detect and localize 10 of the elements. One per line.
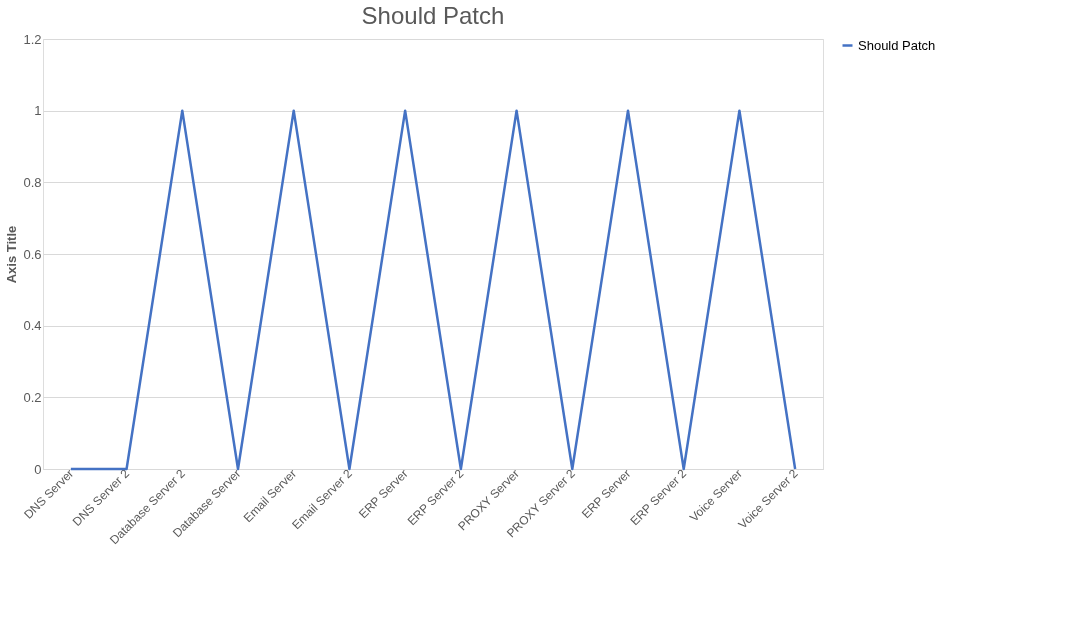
y-tick-label: 1.2 xyxy=(23,31,42,47)
chart-title: Should Patch xyxy=(361,2,505,29)
y-tick-label: 1 xyxy=(34,103,42,119)
y-tick-label: 0.6 xyxy=(23,246,42,262)
y-tick-label: 0.4 xyxy=(23,318,42,334)
y-tick-label: 0.8 xyxy=(23,174,42,190)
legend-label: Should Patch xyxy=(858,37,936,53)
y-tick-label: 0 xyxy=(34,461,42,477)
y-axis-title: Axis Title xyxy=(4,225,20,284)
y-tick-label: 0.2 xyxy=(23,389,42,405)
